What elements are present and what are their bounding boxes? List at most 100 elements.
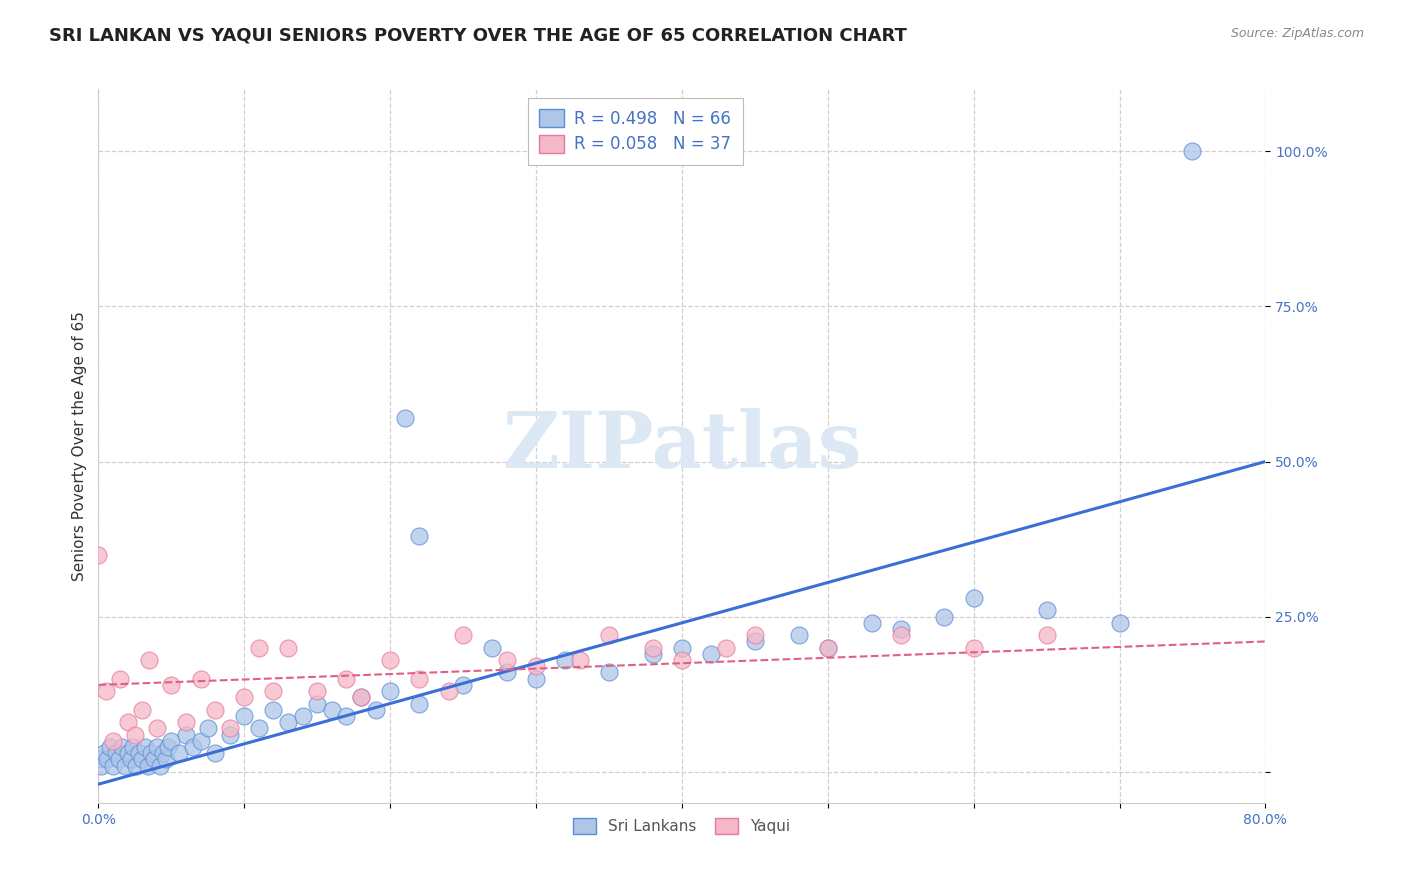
Point	[117, 746, 139, 760]
Y-axis label: Seniors Poverty Over the Age of 65: Seniors Poverty Over the Age of 65	[72, 311, 87, 581]
Point	[1035, 628, 1057, 642]
Point	[247, 640, 270, 655]
Point	[128, 746, 150, 760]
Point	[247, 722, 270, 736]
Point	[160, 733, 183, 747]
Point	[142, 752, 165, 766]
Point	[277, 640, 299, 655]
Point	[598, 628, 620, 642]
Point	[111, 739, 134, 754]
Point	[146, 722, 169, 736]
Point	[962, 591, 984, 605]
Point	[671, 653, 693, 667]
Point	[96, 752, 118, 766]
Point	[524, 659, 547, 673]
Point	[408, 697, 430, 711]
Point	[394, 411, 416, 425]
Point	[380, 684, 402, 698]
Point	[496, 653, 519, 667]
Point	[120, 752, 142, 766]
Point	[122, 739, 145, 754]
Point	[335, 672, 357, 686]
Point	[714, 640, 737, 655]
Text: SRI LANKAN VS YAQUI SENIORS POVERTY OVER THE AGE OF 65 CORRELATION CHART: SRI LANKAN VS YAQUI SENIORS POVERTY OVER…	[49, 27, 907, 45]
Legend: Sri Lankans, Yaqui: Sri Lankans, Yaqui	[562, 807, 801, 845]
Point	[114, 758, 136, 772]
Point	[131, 752, 153, 766]
Point	[860, 615, 883, 630]
Point	[641, 640, 664, 655]
Point	[174, 715, 197, 730]
Point	[167, 746, 190, 760]
Point	[94, 684, 117, 698]
Point	[451, 678, 474, 692]
Point	[93, 746, 115, 760]
Point	[481, 640, 503, 655]
Point	[108, 752, 131, 766]
Point	[124, 727, 146, 741]
Point	[890, 622, 912, 636]
Point	[149, 758, 172, 772]
Point	[87, 548, 110, 562]
Point	[233, 690, 256, 705]
Point	[568, 653, 591, 667]
Point	[139, 746, 162, 760]
Point	[277, 715, 299, 730]
Point	[1035, 603, 1057, 617]
Point	[218, 727, 240, 741]
Point	[890, 628, 912, 642]
Point	[101, 733, 124, 747]
Point	[204, 703, 226, 717]
Point	[524, 672, 547, 686]
Point	[744, 628, 766, 642]
Point	[131, 703, 153, 717]
Point	[350, 690, 373, 705]
Point	[335, 709, 357, 723]
Point	[152, 746, 174, 760]
Point	[408, 672, 430, 686]
Point	[146, 739, 169, 754]
Point	[204, 746, 226, 760]
Point	[437, 684, 460, 698]
Text: Source: ZipAtlas.com: Source: ZipAtlas.com	[1230, 27, 1364, 40]
Point	[98, 739, 121, 754]
Point	[380, 653, 402, 667]
Point	[218, 722, 240, 736]
Point	[1108, 615, 1130, 630]
Point	[1181, 145, 1204, 159]
Point	[554, 653, 576, 667]
Point	[408, 529, 430, 543]
Point	[190, 672, 212, 686]
Point	[321, 703, 343, 717]
Point	[197, 722, 219, 736]
Point	[233, 709, 256, 723]
Point	[364, 703, 387, 717]
Point	[125, 758, 148, 772]
Point	[700, 647, 723, 661]
Point	[90, 758, 112, 772]
Point	[787, 628, 810, 642]
Point	[87, 752, 110, 766]
Point	[110, 672, 132, 686]
Text: ZIPatlas: ZIPatlas	[502, 408, 862, 484]
Point	[307, 684, 329, 698]
Point	[817, 640, 839, 655]
Point	[451, 628, 474, 642]
Point	[262, 684, 284, 698]
Point	[134, 739, 156, 754]
Point	[190, 733, 212, 747]
Point	[350, 690, 373, 705]
Point	[104, 746, 127, 760]
Point	[117, 715, 139, 730]
Point	[744, 634, 766, 648]
Point	[496, 665, 519, 680]
Point	[157, 739, 180, 754]
Point	[934, 609, 956, 624]
Point	[817, 640, 839, 655]
Point	[962, 640, 984, 655]
Point	[671, 640, 693, 655]
Point	[155, 752, 177, 766]
Point	[160, 678, 183, 692]
Point	[174, 727, 197, 741]
Point	[262, 703, 284, 717]
